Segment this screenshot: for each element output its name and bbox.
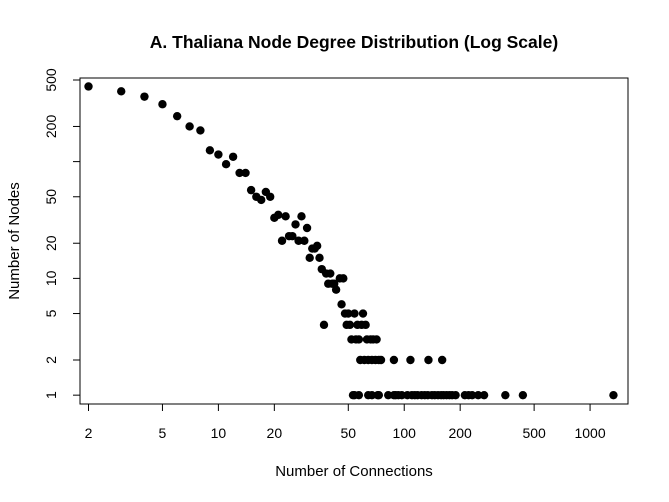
y-tick-label: 1: [43, 391, 59, 399]
data-point: [274, 210, 283, 220]
data-point: [372, 335, 381, 344]
data-point: [501, 390, 510, 400]
data-point: [337, 300, 346, 309]
data-point: [294, 236, 303, 245]
data-point: [326, 269, 335, 278]
y-tick-label: 50: [43, 189, 59, 205]
data-point: [331, 285, 341, 294]
data-point: [479, 390, 489, 400]
data-point: [277, 236, 287, 245]
data-point: [302, 223, 312, 233]
data-point: [281, 212, 290, 221]
data-point: [389, 355, 399, 365]
y-axis: 1 2 5 10 20 50 200 500: [43, 68, 81, 399]
data-point: [300, 236, 309, 245]
data-point: [424, 355, 433, 365]
y-tick-label: 5: [43, 309, 59, 317]
data-point: [221, 160, 231, 169]
data-point: [312, 241, 322, 251]
data-point: [235, 168, 244, 178]
data-point: [315, 253, 324, 263]
x-tick-label: 20: [267, 425, 283, 441]
data-point: [374, 390, 384, 400]
data-point: [406, 355, 415, 365]
data-point: [354, 390, 364, 400]
x-tick-label: 100: [393, 425, 417, 441]
data-point: [228, 152, 238, 161]
data-point: [241, 168, 250, 178]
data-point: [345, 320, 355, 330]
chart-title: A. Thaliana Node Degree Distribution (Lo…: [150, 32, 558, 52]
data-point: [305, 253, 314, 263]
data-point: [205, 146, 215, 155]
y-tick-label: 10: [43, 270, 59, 286]
y-axis-label: Number of Nodes: [6, 182, 23, 300]
data-point: [84, 82, 93, 91]
data-point: [376, 355, 386, 365]
data-point: [437, 355, 447, 365]
data-point: [358, 309, 368, 318]
data-point: [339, 274, 348, 283]
x-tick-label: 500: [522, 425, 546, 441]
x-tick-label: 1000: [574, 425, 605, 441]
data-points: [84, 82, 618, 400]
x-tick-label: 200: [448, 425, 472, 441]
data-point: [473, 390, 483, 400]
data-point: [344, 309, 353, 318]
data-point: [158, 100, 167, 109]
data-point: [246, 185, 256, 195]
data-point: [140, 92, 149, 101]
y-tick-label: 20: [43, 235, 59, 251]
data-point: [319, 320, 329, 330]
data-point: [354, 335, 364, 344]
plot-frame: [79, 77, 629, 405]
data-point: [297, 212, 306, 221]
data-point: [196, 126, 205, 135]
data-point: [117, 87, 126, 96]
data-point: [467, 390, 477, 400]
data-point: [288, 231, 297, 241]
x-tick-label: 50: [341, 425, 357, 441]
data-point: [518, 390, 528, 400]
data-point: [185, 122, 194, 131]
data-point: [350, 309, 359, 318]
data-point: [609, 390, 618, 400]
data-point: [214, 150, 223, 159]
x-tick-label: 10: [211, 425, 227, 441]
data-point: [265, 192, 275, 201]
data-point: [257, 195, 266, 205]
y-tick-label: 200: [43, 115, 59, 139]
x-tick-label: 2: [85, 425, 93, 441]
data-point: [291, 220, 300, 229]
x-tick-label: 5: [159, 425, 167, 441]
x-axis-label: Number of Connections: [275, 463, 433, 480]
data-point: [451, 390, 460, 400]
data-point: [361, 320, 370, 330]
y-tick-label: 500: [43, 68, 59, 92]
x-axis: 2 5 10 20 50 100 200 500 1000: [85, 403, 606, 441]
data-point: [172, 111, 182, 121]
y-tick-label: 2: [43, 356, 59, 364]
data-point: [367, 390, 377, 400]
